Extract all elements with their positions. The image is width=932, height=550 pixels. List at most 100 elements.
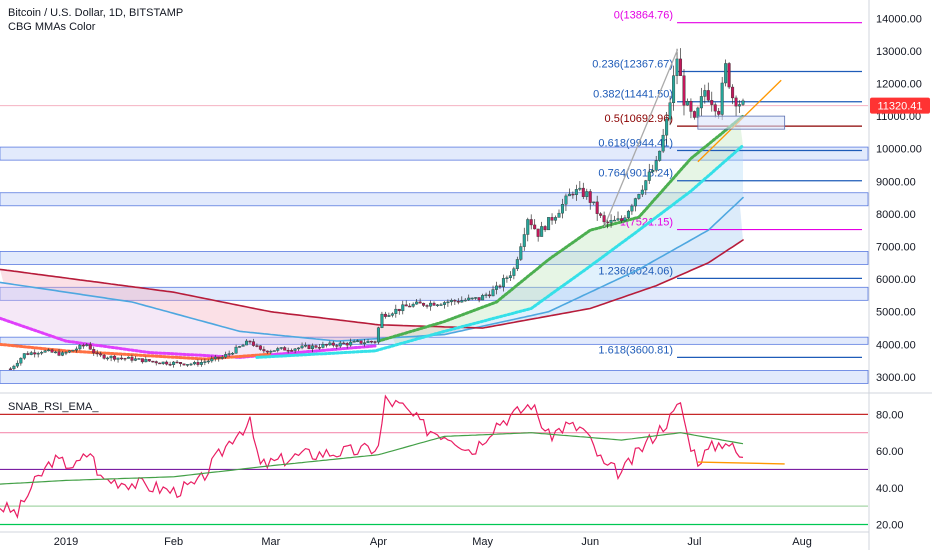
candle-body: [342, 342, 346, 345]
candle-body: [713, 104, 717, 112]
candle-body: [248, 340, 252, 343]
zone-band: [0, 336, 869, 345]
candle-body: [19, 357, 23, 364]
candle-body: [515, 259, 519, 269]
candle-body: [387, 315, 391, 317]
candle-body: [168, 363, 172, 366]
candle-body: [40, 352, 44, 354]
candle-body: [279, 347, 283, 349]
candle-body: [102, 354, 106, 359]
candle-body: [203, 361, 207, 363]
candle-body: [238, 346, 242, 348]
candle-body: [481, 295, 485, 301]
candle-body: [265, 350, 269, 353]
candle-body: [307, 345, 311, 350]
candle-body: [54, 351, 58, 354]
moving-average-line: [376, 114, 745, 343]
candle-body: [376, 327, 380, 343]
candle-body: [120, 357, 124, 360]
candle-body: [460, 300, 464, 303]
fibonacci-retracement: 0(13864.76) 0.236(12367.67) 0.382(11441.50…: [0, 10, 868, 358]
candle-body: [71, 349, 75, 352]
candle-body: [623, 217, 627, 221]
candle-body: [338, 342, 342, 347]
price-tick-label: 6000.00: [876, 274, 916, 286]
candle-body: [345, 343, 349, 346]
candle-body: [654, 160, 658, 171]
candle-body: [547, 217, 551, 231]
candle-body: [592, 201, 596, 204]
chart-legend: Bitcoin / U.S. Dollar, 1D, BITSTAMP CBG …: [8, 6, 183, 34]
price-tick-label: 12000.00: [876, 79, 922, 91]
date-tick-label: Aug: [792, 536, 812, 548]
candle-body: [567, 193, 571, 197]
candle-body: [689, 101, 693, 112]
rsi-indicator-title[interactable]: SNAB_RSI_EMA_: [8, 401, 99, 413]
candle-body: [356, 340, 360, 342]
candle-body: [328, 342, 332, 346]
candle-body: [314, 345, 318, 348]
rsi-tick-label: 60.00: [876, 446, 904, 458]
candle-body: [206, 360, 210, 363]
candle-body: [429, 302, 433, 307]
candlesticks: [8, 48, 745, 371]
fib-level-label: 0.382(11441.50): [593, 89, 673, 101]
candle-body: [185, 364, 189, 366]
date-tick-label: Jun: [581, 536, 599, 548]
candle-body: [189, 363, 193, 366]
candle-body: [366, 340, 370, 343]
candle-body: [529, 219, 533, 226]
candle-body: [408, 305, 412, 308]
candle-body: [144, 359, 148, 363]
candle-body: [699, 96, 703, 109]
price-tick-label: 11000.00: [876, 111, 921, 123]
ribbon-fill-cyan: [409, 145, 743, 342]
candle-body: [720, 82, 724, 115]
fib-level-label: 1(7521.15): [620, 217, 673, 229]
candle-body: [137, 358, 141, 360]
candle-body: [64, 352, 68, 354]
drawings: [603, 50, 786, 228]
zone-band: [0, 370, 869, 384]
candle-body: [588, 191, 592, 203]
candle-body: [491, 289, 495, 297]
candle-body: [172, 361, 176, 365]
candle-body: [258, 345, 262, 350]
candle-body: [474, 297, 478, 299]
candle-body: [508, 275, 512, 278]
candle-body: [165, 361, 169, 365]
candle-body: [36, 352, 40, 355]
candle-body: [380, 313, 384, 328]
candle-body: [251, 341, 255, 346]
candle-body: [255, 345, 259, 347]
candle-body: [619, 218, 623, 221]
candle-body: [706, 90, 710, 101]
candle-body: [533, 224, 537, 230]
candle-body: [435, 304, 439, 306]
price-tick-label: 3000.00: [876, 372, 916, 384]
candle-body: [276, 348, 280, 351]
candle-body: [130, 356, 134, 361]
candle-body: [498, 285, 502, 288]
price-tick-label: 5000.00: [876, 307, 916, 319]
price-tick-label: 4000.00: [876, 339, 916, 351]
symbol-title[interactable]: Bitcoin / U.S. Dollar, 1D, BITSTAMP: [8, 7, 184, 19]
candle-body: [331, 342, 335, 346]
price-tick-label: 9000.00: [876, 176, 916, 188]
candle-body: [609, 220, 613, 223]
candle-body: [703, 90, 707, 97]
ribbon-fill-red: [0, 269, 462, 342]
candle-body: [26, 353, 30, 355]
candle-body: [95, 352, 99, 355]
candle-body: [415, 301, 419, 305]
candle-body: [724, 63, 728, 84]
candle-body: [422, 302, 426, 306]
rsi-tick-label: 80.00: [876, 409, 904, 421]
price-tick-label: 8000.00: [876, 209, 916, 221]
zone-band: [0, 146, 869, 161]
indicator-title[interactable]: CBG MMAs Color: [8, 21, 96, 33]
candle-body: [543, 226, 547, 231]
candle-body: [106, 357, 110, 360]
candle-body: [29, 352, 33, 355]
